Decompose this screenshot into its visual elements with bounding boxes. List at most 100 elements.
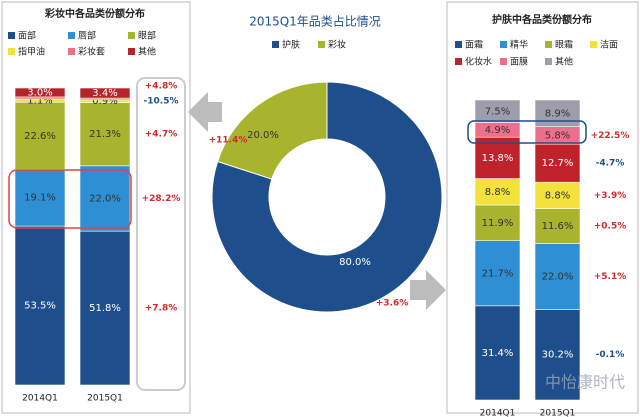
value-label: 8.9% bbox=[545, 108, 570, 119]
change-label: +3.9% bbox=[594, 191, 627, 201]
value-label: 3.0% bbox=[27, 87, 52, 98]
bar-segment bbox=[474, 305, 521, 401]
bar-segment bbox=[474, 178, 521, 206]
bar-segment bbox=[14, 101, 66, 170]
legend-swatch bbox=[272, 41, 279, 48]
chart-title: 彩妆中各品类份额分布 bbox=[44, 7, 145, 20]
change-label: -0.1% bbox=[596, 350, 625, 360]
legend-swatch bbox=[128, 48, 135, 55]
legend-swatch bbox=[318, 41, 325, 48]
bar-segment bbox=[534, 208, 581, 244]
legend-label: 护肤 bbox=[282, 39, 300, 51]
arrow-left bbox=[188, 92, 222, 132]
highlight bbox=[467, 120, 587, 144]
value-label: 51.8% bbox=[89, 303, 121, 314]
legend-label: 眼部 bbox=[138, 30, 156, 42]
bar-segment bbox=[474, 204, 521, 242]
value-label: 5.8% bbox=[545, 130, 570, 141]
value-label: 1.1% bbox=[27, 96, 52, 107]
chart-title: 护肤中各品类份额分布 bbox=[492, 13, 592, 26]
value-label: 7.5% bbox=[485, 106, 510, 117]
legend-label: 面部 bbox=[18, 30, 36, 42]
bar-segment bbox=[14, 169, 66, 227]
value-label: 13.8% bbox=[482, 153, 514, 164]
legend-label: 指甲油 bbox=[18, 46, 45, 58]
value-label: 21.3% bbox=[89, 129, 121, 140]
x-tick-label: 2015Q1 bbox=[540, 409, 576, 417]
value-label: 22.0% bbox=[89, 193, 121, 204]
legend-label: 其他 bbox=[555, 56, 573, 68]
bar-segment bbox=[79, 102, 131, 167]
bar-segment bbox=[474, 136, 521, 179]
donut-slice bbox=[216, 81, 328, 180]
legend-swatch bbox=[8, 32, 15, 39]
value-label: 22.6% bbox=[24, 131, 56, 142]
legend-label: 彩妆套 bbox=[78, 46, 105, 58]
bar-segment bbox=[79, 165, 131, 232]
legend-label: 精华 bbox=[510, 39, 528, 51]
change-label: +4.7% bbox=[145, 130, 178, 140]
value-label: 8.8% bbox=[545, 190, 570, 201]
change-label: +0.5% bbox=[594, 222, 627, 232]
legend-label: 面霜 bbox=[465, 40, 483, 51]
bar-segment bbox=[534, 181, 581, 209]
legend-swatch bbox=[545, 58, 552, 65]
bar-segment bbox=[474, 99, 521, 123]
legend-swatch bbox=[455, 58, 462, 65]
legend-swatch bbox=[590, 41, 597, 48]
change-label: +3.6% bbox=[376, 299, 409, 309]
x-tick-label: 2014Q1 bbox=[480, 409, 516, 417]
bar-segment bbox=[534, 99, 581, 128]
change-label: +28.2% bbox=[142, 194, 181, 204]
value-label: 0.9% bbox=[92, 96, 117, 107]
value-label: 11.9% bbox=[482, 218, 514, 229]
legend-swatch bbox=[68, 48, 75, 55]
legend-swatch bbox=[500, 58, 507, 65]
value-label: 3.4% bbox=[92, 88, 117, 99]
value-label: 31.4% bbox=[482, 348, 514, 359]
value-label: 22.0% bbox=[542, 271, 574, 282]
legend-label: 彩妆 bbox=[328, 39, 346, 51]
bar-segment bbox=[14, 87, 66, 98]
change-label: +5.1% bbox=[594, 272, 627, 282]
bar-segment bbox=[474, 240, 521, 307]
bar-segment bbox=[534, 143, 581, 183]
bar-segment bbox=[534, 309, 581, 401]
change-label: +7.8% bbox=[145, 304, 178, 314]
bar-segment bbox=[79, 87, 131, 99]
legend-label: 眼霜 bbox=[555, 40, 573, 51]
arrow-right bbox=[410, 270, 446, 310]
legend-label: 唇部 bbox=[78, 30, 96, 42]
legend-swatch bbox=[455, 41, 462, 48]
chart-title: 2015Q1年品类占比情况 bbox=[249, 14, 381, 29]
x-tick-label: 2015Q1 bbox=[87, 394, 123, 404]
change-label: -10.5% bbox=[144, 97, 179, 107]
bar-segment bbox=[79, 230, 131, 386]
value-label: 21.7% bbox=[482, 268, 514, 279]
value-label: 8.8% bbox=[485, 187, 510, 198]
legend-swatch bbox=[8, 48, 15, 55]
donut-slice bbox=[211, 81, 443, 313]
legend-label: 面膜 bbox=[510, 57, 528, 68]
right-panel bbox=[446, 1, 639, 414]
value-label: 53.5% bbox=[24, 301, 56, 312]
legend-label: 洁面 bbox=[600, 39, 618, 51]
legend-label: 化妆水 bbox=[465, 56, 492, 68]
x-tick-label: 2014Q1 bbox=[22, 394, 58, 404]
value-label: 19.1% bbox=[24, 193, 56, 204]
legend-swatch bbox=[128, 32, 135, 39]
value-label: 80.0% bbox=[339, 257, 371, 268]
legend-swatch bbox=[545, 41, 552, 48]
change-label: +22.5% bbox=[591, 131, 630, 141]
legend-swatch bbox=[68, 32, 75, 39]
change-label: +11.4% bbox=[209, 136, 248, 146]
change-label: -4.7% bbox=[596, 159, 625, 169]
charts: 彩妆中各品类份额分布面部 唇部 眼部指甲油 彩妆套其他 53.5% 51.8% 19.1% 2… bbox=[8, 7, 629, 417]
change-frame bbox=[136, 77, 186, 391]
value-label: 4.9% bbox=[485, 125, 510, 136]
change-label: +4.8% bbox=[145, 82, 178, 92]
value-label: 20.0% bbox=[247, 130, 279, 141]
bar-segment bbox=[14, 225, 66, 386]
watermark: 中怡康时代 bbox=[545, 373, 625, 392]
